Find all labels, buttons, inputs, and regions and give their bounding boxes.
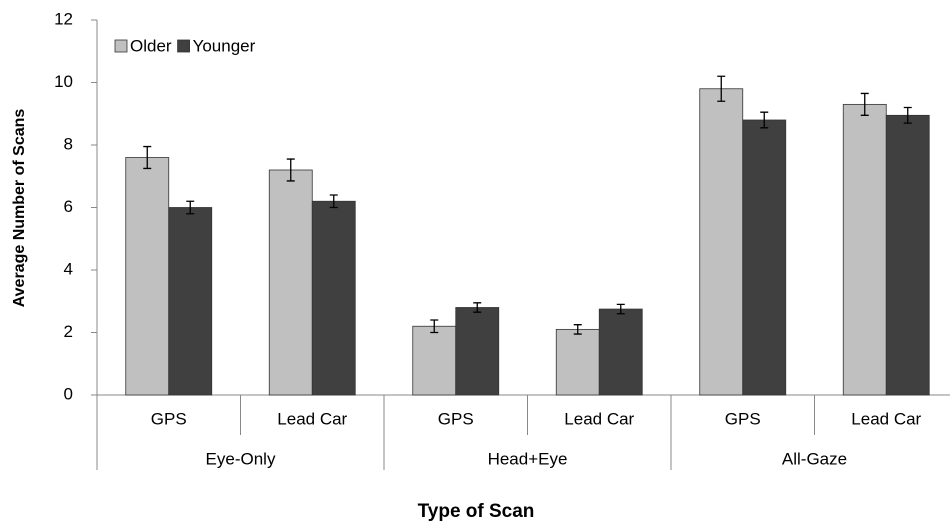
error-bar [329, 194, 338, 209]
y-tick-label: 10 [54, 72, 73, 91]
x-tick-label: GPS [438, 409, 474, 428]
y-tick-label: 12 [54, 9, 73, 28]
x-tick-label: GPS [151, 409, 187, 428]
legend-label: Younger [193, 36, 256, 55]
bar [555, 328, 600, 396]
bar [125, 157, 170, 396]
x-axis-title: Type of Scan [418, 501, 535, 522]
group-label: Head+Eye [488, 449, 568, 468]
error-bar [473, 302, 482, 313]
bar [842, 103, 887, 396]
bar [455, 307, 500, 396]
x-tick-label: Lead Car [277, 409, 347, 428]
error-bar [286, 158, 295, 182]
bar [598, 308, 643, 396]
y-tick-label: 8 [64, 134, 73, 153]
y-tick-label: 0 [64, 384, 73, 403]
error-bar [143, 145, 152, 170]
y-tick-label: 6 [64, 197, 73, 216]
x-tick-label: Lead Car [851, 409, 921, 428]
bar [699, 88, 744, 396]
error-bar [616, 303, 625, 315]
y-tick-label: 2 [64, 322, 73, 341]
x-tick-label: Lead Car [564, 409, 634, 428]
bar [168, 207, 213, 396]
legend-label: Older [130, 36, 172, 55]
bar [885, 114, 930, 396]
error-bar [717, 75, 726, 102]
group-label: All-Gaze [782, 449, 847, 468]
bar [268, 169, 313, 396]
error-bar [573, 324, 582, 335]
y-axis-title: Average Number of Scans [11, 109, 28, 308]
bar [311, 200, 356, 396]
error-bar [430, 319, 439, 334]
error-bar [760, 111, 769, 129]
error-bar [903, 106, 912, 124]
x-tick-label: GPS [725, 409, 761, 428]
bar [412, 325, 457, 396]
y-tick-label: 4 [64, 259, 73, 278]
bar [742, 119, 787, 396]
error-bar [860, 92, 869, 116]
group-label: Eye-Only [206, 449, 276, 468]
legend-swatch [177, 39, 190, 53]
error-bar [186, 200, 195, 215]
legend-swatch [114, 39, 128, 53]
